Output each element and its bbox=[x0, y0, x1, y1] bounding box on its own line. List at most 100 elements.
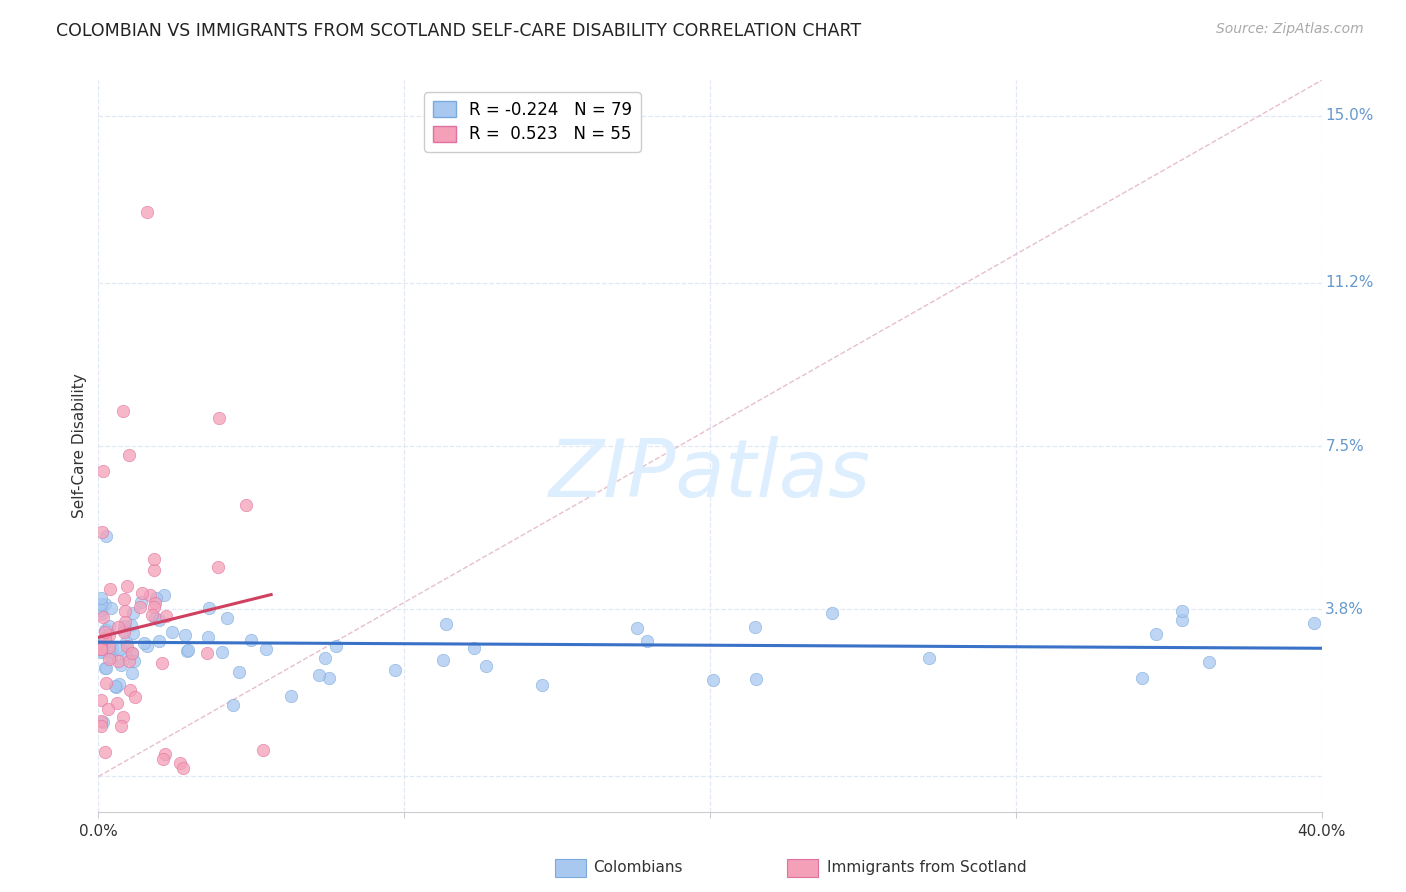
Colombians bbox=[918, 650, 941, 665]
Colombians bbox=[314, 651, 336, 665]
Colombians bbox=[94, 661, 117, 675]
Immigrants from Scotland bbox=[155, 747, 177, 762]
Colombians bbox=[280, 689, 302, 703]
Immigrants from Scotland bbox=[155, 608, 177, 623]
Colombians bbox=[94, 624, 117, 638]
Colombians bbox=[110, 657, 132, 672]
Colombians bbox=[108, 642, 131, 657]
Immigrants from Scotland bbox=[136, 205, 159, 219]
Immigrants from Scotland bbox=[97, 640, 120, 654]
Immigrants from Scotland bbox=[90, 692, 112, 706]
Colombians bbox=[121, 625, 143, 640]
Colombians bbox=[176, 643, 198, 657]
Colombians bbox=[474, 659, 496, 673]
Immigrants from Scotland bbox=[207, 560, 229, 574]
Immigrants from Scotland bbox=[112, 624, 135, 639]
Colombians bbox=[104, 679, 127, 693]
Colombians bbox=[90, 607, 112, 622]
Colombians bbox=[129, 594, 152, 608]
Immigrants from Scotland bbox=[90, 718, 112, 732]
Colombians bbox=[174, 628, 197, 642]
Colombians bbox=[108, 677, 131, 691]
Immigrants from Scotland bbox=[120, 682, 142, 697]
Colombians bbox=[135, 640, 157, 654]
Colombians bbox=[90, 597, 112, 611]
Immigrants from Scotland bbox=[100, 582, 122, 596]
Immigrants from Scotland bbox=[195, 646, 218, 660]
Immigrants from Scotland bbox=[169, 756, 191, 771]
Colombians bbox=[432, 653, 454, 667]
Immigrants from Scotland bbox=[97, 628, 120, 642]
Colombians bbox=[1302, 616, 1324, 631]
Immigrants from Scotland bbox=[91, 524, 114, 539]
Colombians bbox=[153, 588, 176, 602]
Immigrants from Scotland bbox=[110, 719, 132, 733]
Colombians bbox=[148, 614, 170, 628]
Colombians bbox=[93, 632, 115, 647]
Colombians bbox=[744, 672, 766, 686]
Colombians bbox=[384, 663, 406, 677]
Text: 11.2%: 11.2% bbox=[1326, 276, 1374, 291]
Immigrants from Scotland bbox=[124, 690, 146, 705]
Immigrants from Scotland bbox=[150, 657, 173, 671]
Immigrants from Scotland bbox=[90, 641, 112, 656]
Immigrants from Scotland bbox=[114, 615, 136, 629]
Text: ZIPatlas: ZIPatlas bbox=[548, 436, 872, 515]
Colombians bbox=[114, 647, 136, 661]
Colombians bbox=[239, 633, 262, 648]
Immigrants from Scotland bbox=[111, 710, 134, 724]
Colombians bbox=[121, 646, 143, 660]
Text: COLOMBIAN VS IMMIGRANTS FROM SCOTLAND SELF-CARE DISABILITY CORRELATION CHART: COLOMBIAN VS IMMIGRANTS FROM SCOTLAND SE… bbox=[56, 22, 862, 40]
Colombians bbox=[132, 636, 155, 650]
Immigrants from Scotland bbox=[94, 745, 117, 759]
Immigrants from Scotland bbox=[91, 464, 114, 478]
Immigrants from Scotland bbox=[97, 651, 120, 665]
Colombians bbox=[1130, 671, 1153, 685]
Colombians bbox=[122, 606, 145, 620]
Colombians bbox=[1198, 655, 1220, 669]
Immigrants from Scotland bbox=[90, 714, 112, 729]
Immigrants from Scotland bbox=[105, 696, 128, 710]
Immigrants from Scotland bbox=[143, 563, 166, 577]
Colombians bbox=[122, 654, 145, 668]
Immigrants from Scotland bbox=[107, 620, 129, 634]
Colombians bbox=[98, 619, 121, 633]
Colombians bbox=[434, 616, 457, 631]
Colombians bbox=[1144, 627, 1167, 641]
Immigrants from Scotland bbox=[172, 761, 194, 775]
Colombians bbox=[114, 635, 136, 649]
Colombians bbox=[100, 649, 122, 664]
Colombians bbox=[94, 529, 117, 543]
Text: 15.0%: 15.0% bbox=[1326, 108, 1374, 123]
Text: Source: ZipAtlas.com: Source: ZipAtlas.com bbox=[1216, 22, 1364, 37]
Colombians bbox=[531, 678, 554, 692]
Colombians bbox=[112, 623, 135, 637]
Immigrants from Scotland bbox=[111, 403, 134, 417]
Colombians bbox=[463, 641, 485, 656]
Immigrants from Scotland bbox=[114, 604, 136, 618]
Text: 3.8%: 3.8% bbox=[1326, 601, 1364, 616]
Colombians bbox=[96, 623, 118, 637]
Colombians bbox=[308, 668, 330, 682]
Colombians bbox=[177, 642, 200, 657]
Colombians bbox=[112, 618, 135, 632]
Immigrants from Scotland bbox=[91, 610, 114, 624]
Immigrants from Scotland bbox=[252, 743, 274, 757]
Colombians bbox=[820, 606, 842, 620]
Colombians bbox=[211, 645, 233, 659]
Immigrants from Scotland bbox=[107, 654, 129, 668]
Colombians bbox=[100, 641, 122, 656]
Immigrants from Scotland bbox=[118, 654, 141, 668]
Colombians bbox=[148, 634, 170, 648]
Immigrants from Scotland bbox=[118, 448, 141, 462]
Immigrants from Scotland bbox=[94, 624, 117, 639]
Colombians bbox=[104, 680, 127, 694]
Immigrants from Scotland bbox=[131, 586, 153, 600]
Colombians bbox=[96, 640, 118, 654]
Colombians bbox=[325, 639, 347, 653]
Immigrants from Scotland bbox=[143, 600, 166, 615]
Immigrants from Scotland bbox=[143, 552, 166, 566]
Colombians bbox=[100, 645, 122, 659]
Immigrants from Scotland bbox=[121, 646, 143, 660]
Immigrants from Scotland bbox=[115, 579, 138, 593]
